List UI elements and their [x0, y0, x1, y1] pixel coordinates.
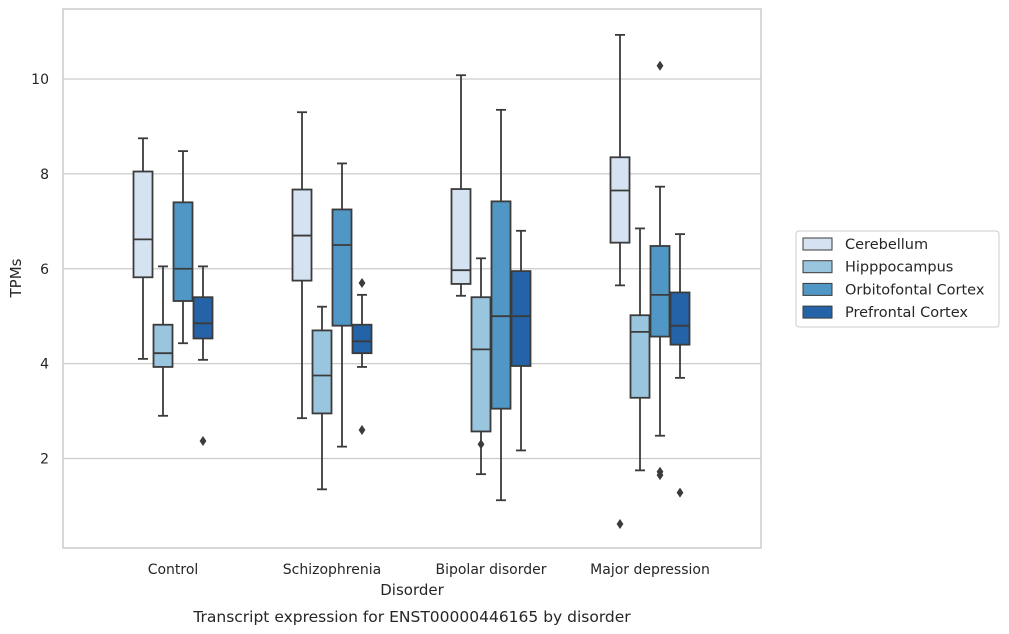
- iqr-box: [649, 245, 671, 338]
- box-hipppocampus: [629, 227, 651, 472]
- outlier-point: [358, 425, 366, 436]
- legend-label: Orbitofontal Cortex: [845, 282, 985, 298]
- box-cerebellum: [132, 137, 154, 360]
- box-hipppocampus: [311, 305, 333, 491]
- legend-label: Prefrontal Cortex: [845, 305, 968, 321]
- legend-entries: Cerebellum Hipppocampus Orbitofontal Corte…: [802, 237, 985, 321]
- box-prefrontal-cortex: [669, 233, 691, 498]
- legend-entry: Cerebellum: [802, 237, 928, 253]
- legend: Cerebellum Hipppocampus Orbitofontal Corte…: [795, 230, 1000, 328]
- legend-entry: Orbitofontal Cortex: [802, 282, 985, 298]
- box-prefrontal-cortex: [192, 265, 214, 446]
- box-hipppocampus: [152, 265, 174, 417]
- x-tick-label: Major depression: [590, 562, 710, 578]
- box-prefrontal-cortex: [351, 277, 373, 436]
- iqr-box: [510, 270, 532, 367]
- iqr-box: [351, 323, 373, 355]
- iqr-box: [311, 329, 333, 415]
- iqr-box: [331, 208, 353, 327]
- iqr-box: [172, 201, 194, 302]
- y-tick-label: 8: [40, 167, 49, 183]
- x-tick-label: Bipolar disorder: [435, 562, 546, 578]
- box-prefrontal-cortex: [510, 229, 532, 452]
- y-tick-label: 10: [31, 72, 49, 88]
- iqr-box: [450, 188, 472, 285]
- y-tick-label: 2: [40, 452, 49, 468]
- iqr-box: [192, 296, 214, 340]
- x-tick-label: Schizophrenia: [283, 562, 381, 578]
- outlier-point: [676, 487, 684, 498]
- iqr-box: [669, 291, 691, 346]
- legend-swatch: [802, 305, 833, 319]
- legend-label: Hipppocampus: [845, 260, 953, 276]
- y-axis-title: TPMs: [7, 258, 25, 298]
- boxes: [132, 33, 691, 529]
- legend-label: Cerebellum: [845, 237, 928, 253]
- box-orbitofontal-cortex: [490, 108, 512, 502]
- box-hipppocampus: [470, 257, 492, 476]
- box-cerebellum: [291, 111, 313, 420]
- legend-frame: [795, 230, 1000, 328]
- outlier-point: [199, 435, 207, 446]
- box-orbitofontal-cortex: [649, 60, 671, 481]
- x-tick-labels: Control Schizophrenia Bipolar disorder Majo…: [148, 562, 710, 578]
- chart-caption: Transcript expression for ENST0000044616…: [192, 608, 631, 626]
- iqr-box: [152, 323, 174, 368]
- outlier-point: [358, 277, 366, 288]
- box-cerebellum: [450, 74, 472, 297]
- legend-entry: Prefrontal Cortex: [802, 305, 968, 321]
- x-axis-title: Disorder: [380, 581, 444, 599]
- box-orbitofontal-cortex: [172, 150, 194, 345]
- y-tick-label: 6: [40, 262, 49, 278]
- x-tick-label: Control: [148, 562, 199, 578]
- iqr-box: [629, 314, 651, 399]
- y-tick-label: 4: [40, 357, 49, 373]
- y-tick-labels: 2 4 6 8 10: [31, 72, 49, 468]
- plot-frame: [62, 8, 762, 549]
- box-orbitofontal-cortex: [331, 162, 353, 448]
- iqr-box: [609, 156, 631, 244]
- iqr-box: [470, 296, 492, 433]
- outlier-point: [656, 60, 664, 71]
- legend-swatch: [802, 282, 833, 296]
- outlier-point: [656, 470, 664, 481]
- outlier-point: [616, 518, 624, 529]
- iqr-box: [490, 200, 512, 410]
- iqr-box: [132, 170, 154, 279]
- box-cerebellum: [609, 33, 631, 529]
- legend-entry: Hipppocampus: [802, 260, 953, 276]
- legend-swatch: [802, 260, 833, 274]
- legend-swatch: [802, 237, 833, 251]
- outlier-point: [477, 439, 485, 450]
